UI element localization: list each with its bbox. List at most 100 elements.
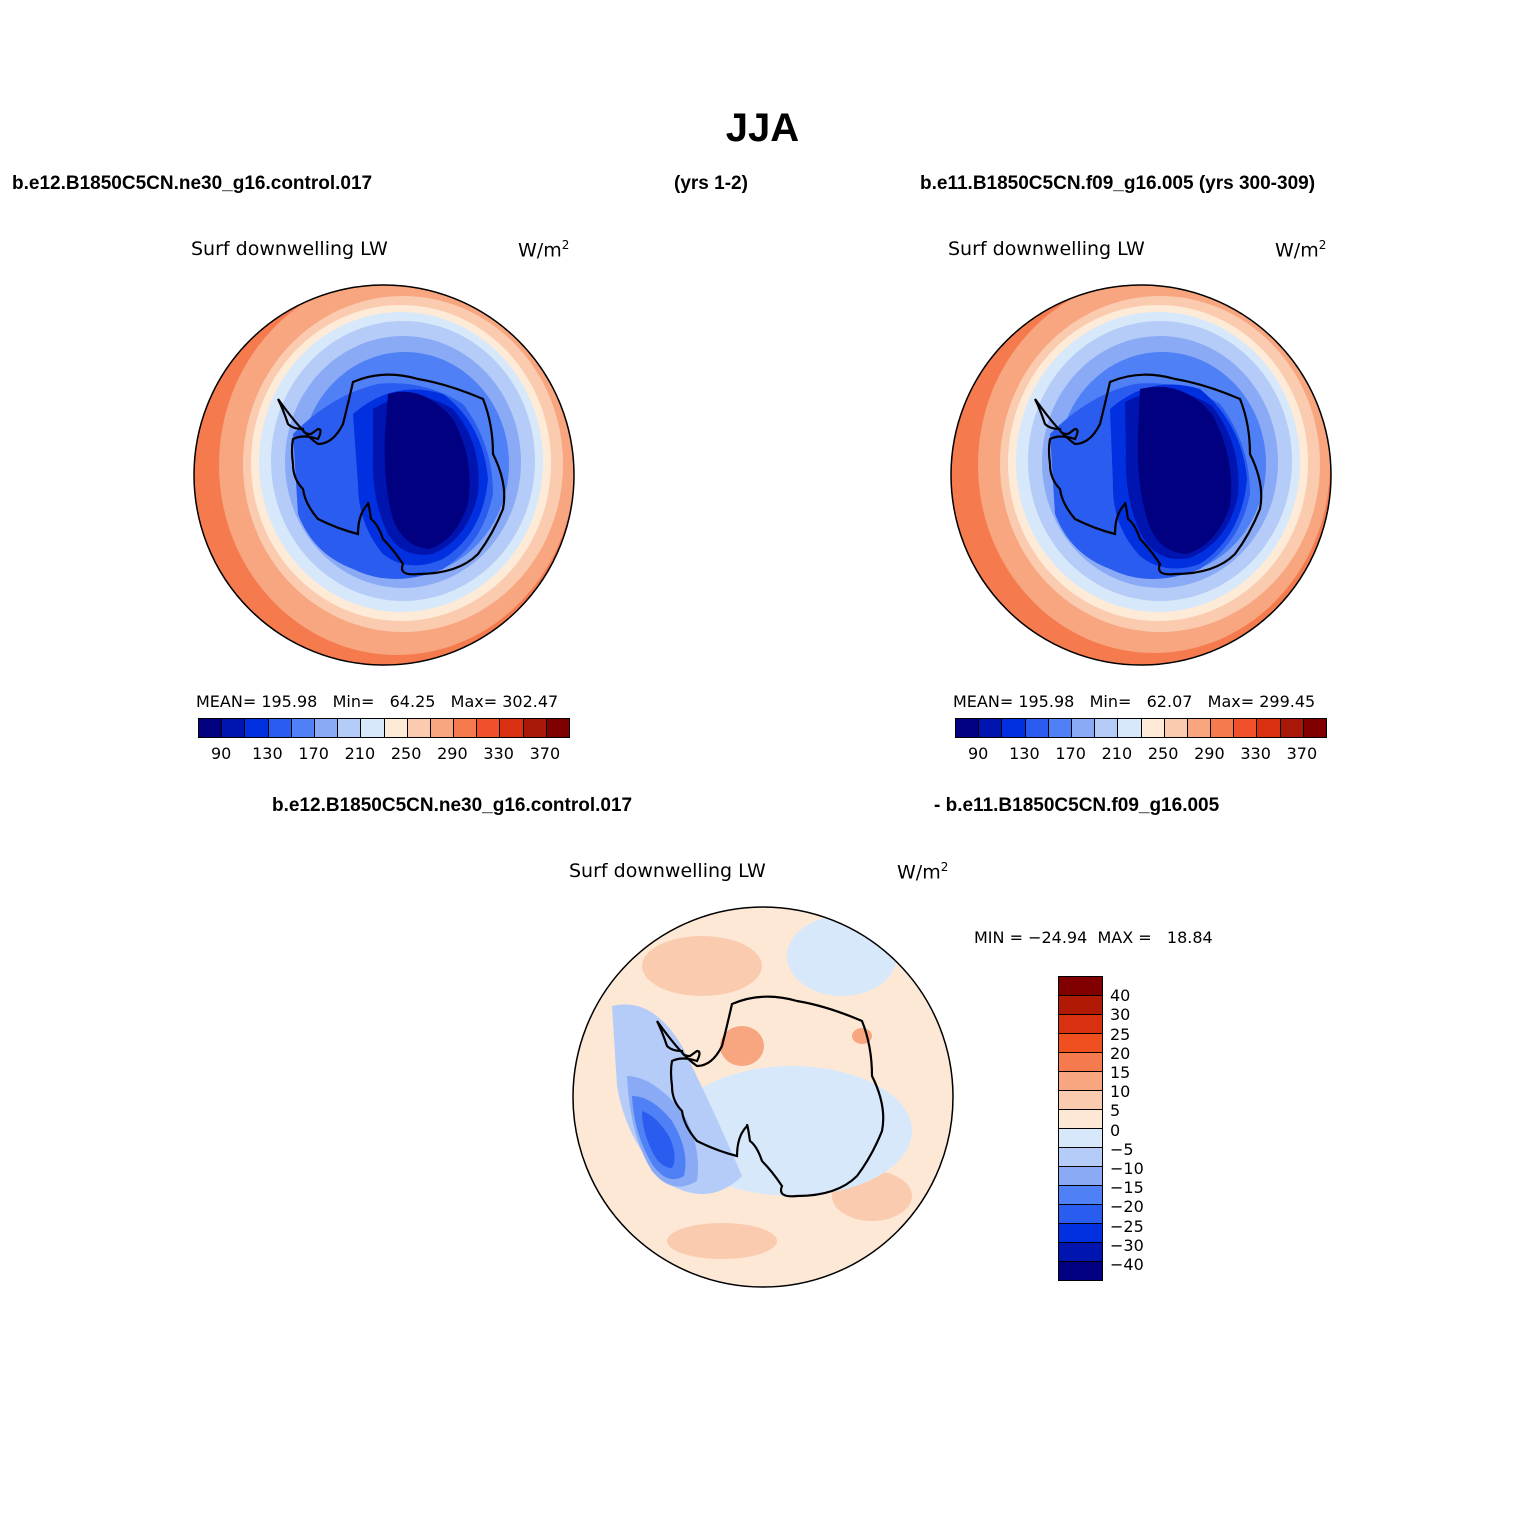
diff-colorbar-tick-label: −40 <box>1110 1255 1144 1274</box>
colorbar-swatch <box>384 719 408 737</box>
colorbar-swatch <box>268 719 292 737</box>
panel1-units: W/m2 <box>518 238 570 262</box>
panel3-map <box>572 906 954 1288</box>
panel1-band-80 <box>384 391 470 549</box>
colorbar-swatch <box>1118 719 1142 737</box>
panel2-units: W/m2 <box>1275 238 1327 262</box>
diff-colorbar-tick-label: 25 <box>1110 1024 1131 1044</box>
colorbar-swatch <box>979 719 1003 737</box>
colorbar-swatch <box>477 719 501 737</box>
colorbar-tick-label: 170 <box>1055 744 1086 763</box>
diff-colorbar-swatch <box>1059 1262 1102 1280</box>
diff-case2-label: - b.e11.B1850C5CN.f09_g16.005 <box>934 795 1220 816</box>
colorbar-swatch <box>1280 719 1304 737</box>
diff-colorbar-tick-label: 0 <box>1110 1120 1121 1140</box>
diff-colorbar-tick-label: 40 <box>1110 986 1131 1006</box>
panel3-band-neg5-north <box>787 916 897 996</box>
colorbar-tick-label: 290 <box>437 744 468 763</box>
diff-colorbar-tick-label: −25 <box>1110 1216 1144 1236</box>
diff-colorbar-swatch <box>1059 1243 1102 1262</box>
panel2-band-80 <box>1137 386 1232 554</box>
colorbar-swatch <box>1211 719 1235 737</box>
colorbar-swatch <box>454 719 478 737</box>
diff-case1-label: b.e12.B1850C5CN.ne30_g16.control.017 <box>272 795 633 816</box>
colorbar-tick-label: 370 <box>1286 744 1318 763</box>
diff-colorbar-tick-label: 30 <box>1110 1005 1131 1025</box>
colorbar-swatch <box>546 719 569 737</box>
diff-colorbar-swatch <box>1059 1129 1102 1148</box>
colorbar-swatch <box>245 719 269 737</box>
diff-colorbar-tick-label: 5 <box>1110 1101 1121 1121</box>
panel3-band-10 <box>720 1026 764 1066</box>
colorbar-swatch <box>523 719 547 737</box>
colorbar-swatch <box>1234 719 1258 737</box>
colorbar-tick-label: 250 <box>1147 744 1179 763</box>
diff-colorbar-swatch <box>1059 1205 1102 1224</box>
colorbar-swatch <box>314 719 339 737</box>
diff-colorbar-swatch <box>1059 1167 1102 1186</box>
diff-colorbar-tick-label: 10 <box>1110 1082 1131 1102</box>
panel3-band-neg25 <box>642 1111 675 1168</box>
diff-colorbar-swatch <box>1059 1224 1102 1243</box>
panel1-variable: Surf downwelling LW <box>191 238 388 260</box>
colorbar-swatch <box>500 719 524 737</box>
colorbar-swatch <box>222 719 246 737</box>
diff-colorbar-swatch <box>1059 1110 1102 1129</box>
colorbar-swatch <box>1303 719 1326 737</box>
panel3-stats: MIN = −24.94 MAX = 18.84 <box>974 928 1213 947</box>
panel1-map-border <box>193 284 575 666</box>
panel2-map-border <box>950 284 1332 666</box>
diff-colorbar-swatch <box>1059 1091 1102 1110</box>
colorbar-tick-label: 290 <box>1194 744 1225 763</box>
panel2-variable: Surf downwelling LW <box>948 238 1145 260</box>
panel3-band-5-south <box>667 1223 777 1259</box>
colorbar-swatch <box>430 719 455 737</box>
diff-colorbar-tick-label: −5 <box>1110 1139 1134 1159</box>
diff-colorbar-swatch <box>1059 977 1102 996</box>
diff-colorbar-swatch <box>1059 1053 1102 1072</box>
panel3-coastline <box>656 995 885 1198</box>
panel1-map <box>193 284 575 666</box>
colorbar-swatch <box>361 719 385 737</box>
panel1-coastline <box>277 373 506 576</box>
diff-colorbar-tick-label: −10 <box>1110 1159 1144 1178</box>
diff-colorbar-swatch <box>1059 1015 1102 1034</box>
colorbar-swatch <box>407 719 431 737</box>
colorbar-swatch <box>1048 719 1072 737</box>
colorbar-swatch <box>338 719 362 737</box>
colorbar-tick-label: 330 <box>1240 744 1271 763</box>
colorbar-swatch <box>1141 719 1165 737</box>
panel2-colorbar <box>955 718 1327 738</box>
colorbar-tick-label: 210 <box>1101 744 1133 763</box>
diff-colorbar-tick-label: 15 <box>1110 1063 1131 1082</box>
colorbar-tick-label: 210 <box>344 744 376 763</box>
diff-colorbar-tick-label: −20 <box>1110 1197 1144 1217</box>
diff-colorbar-ticks: 40 30 25 20 15 10 5 0 −5 −10 −15 −20 −25 −30 −40 <box>1110 976 1170 1286</box>
diff-colorbar-swatch <box>1059 1148 1102 1167</box>
colorbar-swatch <box>1071 719 1096 737</box>
panel3-variable: Surf downwelling LW <box>569 860 766 882</box>
diff-colorbar-swatch <box>1059 996 1102 1015</box>
colorbar-tick-label: 330 <box>483 744 514 763</box>
colorbar-tick-label: 250 <box>390 744 422 763</box>
colorbar-tick-label: 90 <box>210 744 232 763</box>
diff-colorbar-swatch <box>1059 1186 1102 1205</box>
diff-colorbar-swatch <box>1059 1072 1102 1091</box>
colorbar-tick-label: 130 <box>1009 744 1040 763</box>
panel1-stats: MEAN= 195.98 Min= 64.25 Max= 302.47 <box>196 692 559 711</box>
colorbar-tick-label: 170 <box>298 744 329 763</box>
colorbar-swatch <box>1095 719 1119 737</box>
colorbar-swatch <box>1025 719 1049 737</box>
colorbar-swatch <box>199 719 223 737</box>
panel1-colorbar <box>198 718 570 738</box>
case2-label: b.e11.B1850C5CN.f09_g16.005 (yrs 300-309… <box>920 173 1316 194</box>
colorbar-swatch <box>1257 719 1281 737</box>
diff-colorbar-swatch <box>1059 1034 1102 1053</box>
colorbar-swatch <box>1187 719 1212 737</box>
colorbar-swatch <box>1164 719 1188 737</box>
case1-years-label: (yrs 1-2) <box>674 173 748 194</box>
panel2-stats: MEAN= 195.98 Min= 62.07 Max= 299.45 <box>953 692 1316 711</box>
diff-colorbar <box>1058 976 1103 1281</box>
panel3-units: W/m2 <box>897 860 949 884</box>
case1-label: b.e12.B1850C5CN.ne30_g16.control.017 <box>12 173 373 194</box>
